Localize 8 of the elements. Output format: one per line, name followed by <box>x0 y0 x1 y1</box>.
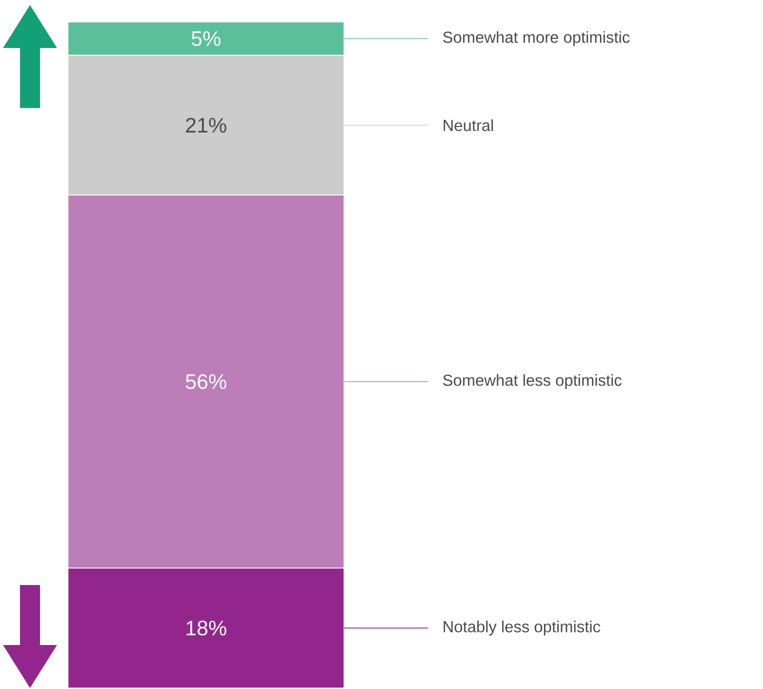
data-label: 18% <box>186 620 226 636</box>
text: Notably less optimistic <box>444 620 600 636</box>
text: Somewhat more optimistic <box>443 31 630 46</box>
data-label: 56% <box>186 374 226 390</box>
text: Neutral <box>444 119 493 132</box>
data-label: 21% <box>186 118 226 133</box>
text: Somewhat less optimistic <box>443 374 622 390</box>
data-label: 5% <box>192 31 220 46</box>
